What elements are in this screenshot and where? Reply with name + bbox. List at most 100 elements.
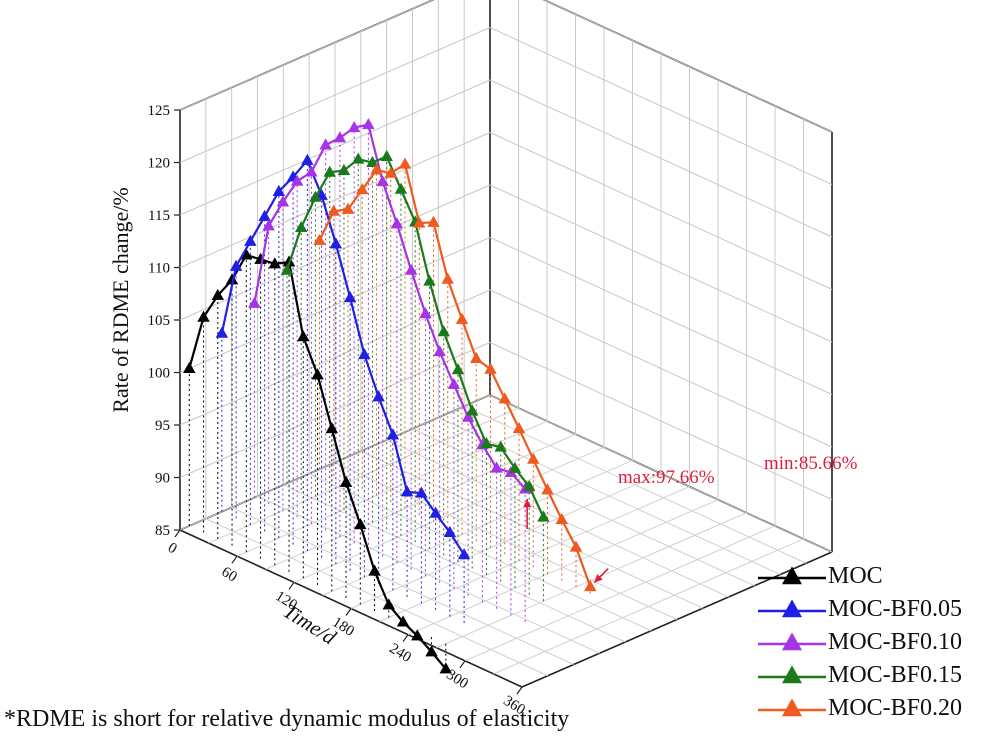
y-tick-label: 115 [148,208,170,224]
data-point [333,131,347,143]
gridline-floor-time [265,433,576,570]
legend-label: MOC-BF0.15 [828,662,963,688]
data-point [372,390,385,402]
data-point [262,219,275,231]
legend-triangle [781,664,803,683]
data-point [290,174,304,186]
legend-triangle [781,598,803,617]
legend-marker-bf010 [758,631,826,650]
data-point [305,165,318,177]
data-point [337,163,351,175]
legend-marker-bf015 [758,664,826,683]
data-point [323,165,336,177]
data-point [294,220,308,232]
data-point [555,512,568,525]
data-point [329,237,343,249]
legend-item-bf005: MOC-BF0.05 [756,593,1000,626]
legend-marker-bf020 [758,697,826,716]
data-point [455,312,469,324]
data-point [311,368,324,380]
data-point [386,428,400,440]
data-point [398,157,412,169]
data-point [354,518,367,530]
data-point [508,461,522,473]
data-point [512,421,526,434]
legend-triangle [781,697,803,716]
y-tick-label: 105 [148,313,171,329]
data-point [390,217,404,229]
data-point [443,525,457,537]
data-point [541,483,554,495]
data-point [272,184,286,196]
data-point [356,183,369,195]
data-point [441,272,454,284]
series-line [318,162,592,587]
tick-labels: 8590951001051101151201250601201802403003… [148,103,528,718]
data-point [394,182,408,194]
data-point [494,440,507,452]
legend-triangle [781,565,803,584]
x-tick-mark [288,581,295,590]
data-point [537,510,550,522]
legend-label: MOC-BF0.10 [828,629,963,655]
data-point [423,274,436,286]
data-point [457,548,471,560]
x-tick-mark [516,686,523,695]
annotation-min-arrow-head [594,574,603,583]
data-point [248,296,261,308]
drop-lines [188,124,591,669]
data-point [301,153,314,165]
data-point [197,310,210,322]
chart-grid [179,0,833,677]
data-point [183,361,196,373]
data-point [404,263,418,275]
x-tick-mark [231,555,238,564]
data-point [325,422,339,434]
data-point [351,152,365,164]
data-point [527,452,540,464]
y-tick-label: 110 [148,261,170,277]
data-point [313,233,326,245]
data-point [470,351,483,364]
gridline-floor-time [436,512,747,649]
series-layer [183,118,609,674]
data-point [339,475,353,487]
data-point [370,163,383,175]
data-point [211,288,225,300]
data-point [368,564,381,576]
footnote: *RDME is short for relative dynamic modu… [4,706,570,732]
y-tick-label: 90 [155,471,170,487]
data-point [258,209,271,221]
x-tick-label: 240 [386,641,414,666]
legend: MOC MOC-BF0.05 MOC-BF0.10 MOC-BF0.15 MOC… [756,560,1000,725]
annotation-min: min:85.66% [764,453,858,474]
data-point [415,486,428,498]
gridline-floor-time [407,499,719,636]
data-point [411,629,424,641]
chart-frame [179,0,833,688]
data-point [490,461,503,473]
x-tick-mark [402,634,409,643]
legend-item-bf010: MOC-BF0.10 [756,626,1000,659]
data-point [484,362,497,374]
data-point [327,204,340,216]
series-line [188,253,447,670]
x-tick-mark [174,529,181,538]
legend-item-bf020: MOC-BF0.20 [756,692,1000,725]
data-point [427,215,440,227]
x-tick-label: 60 [219,564,240,586]
data-point [465,404,479,416]
data-point [429,506,442,518]
legend-label: MOC-BF0.05 [828,596,963,622]
data-point [244,234,257,246]
data-point [425,645,438,657]
data-point [419,306,432,319]
data-point [382,598,396,610]
data-point [433,345,446,357]
data-point [280,263,294,275]
gridline-floor-time [379,486,690,623]
data-point [396,615,410,627]
data-point [343,291,357,303]
gridline-floor-time [350,473,662,609]
